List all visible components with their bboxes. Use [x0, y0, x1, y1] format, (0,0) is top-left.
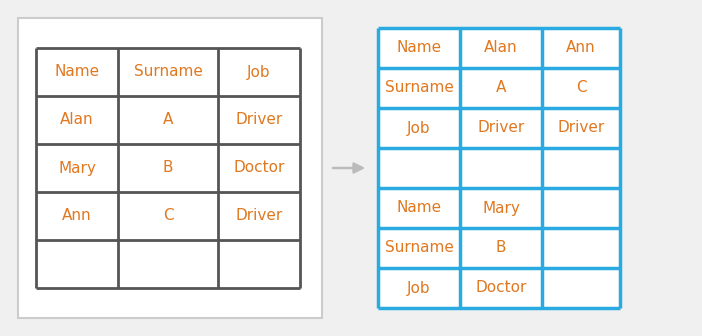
Text: Driver: Driver	[557, 121, 604, 135]
Text: B: B	[496, 241, 506, 255]
Text: A: A	[496, 81, 506, 95]
Text: Alan: Alan	[60, 113, 94, 127]
Text: Surname: Surname	[133, 65, 202, 80]
Text: Surname: Surname	[385, 81, 453, 95]
Bar	[378, 28, 620, 308]
Text: Name: Name	[397, 201, 442, 215]
Text: Name: Name	[55, 65, 100, 80]
Text: Doctor: Doctor	[475, 281, 526, 295]
Bar	[36, 48, 300, 288]
Text: A: A	[163, 113, 173, 127]
Text: Surname: Surname	[385, 241, 453, 255]
Bar	[18, 18, 322, 318]
Text: C: C	[576, 81, 586, 95]
Text: Name: Name	[397, 41, 442, 55]
Text: B: B	[163, 161, 173, 175]
Text: Alan: Alan	[484, 41, 518, 55]
Text: Driver: Driver	[477, 121, 524, 135]
Text: Ann: Ann	[62, 209, 92, 223]
Text: Job: Job	[247, 65, 271, 80]
Text: C: C	[163, 209, 173, 223]
Text: Driver: Driver	[235, 113, 283, 127]
Text: Ann: Ann	[567, 41, 596, 55]
Text: Mary: Mary	[58, 161, 96, 175]
Text: Driver: Driver	[235, 209, 283, 223]
Text: Doctor: Doctor	[233, 161, 285, 175]
Text: Mary: Mary	[482, 201, 520, 215]
Text: Job: Job	[407, 121, 431, 135]
Text: Job: Job	[407, 281, 431, 295]
